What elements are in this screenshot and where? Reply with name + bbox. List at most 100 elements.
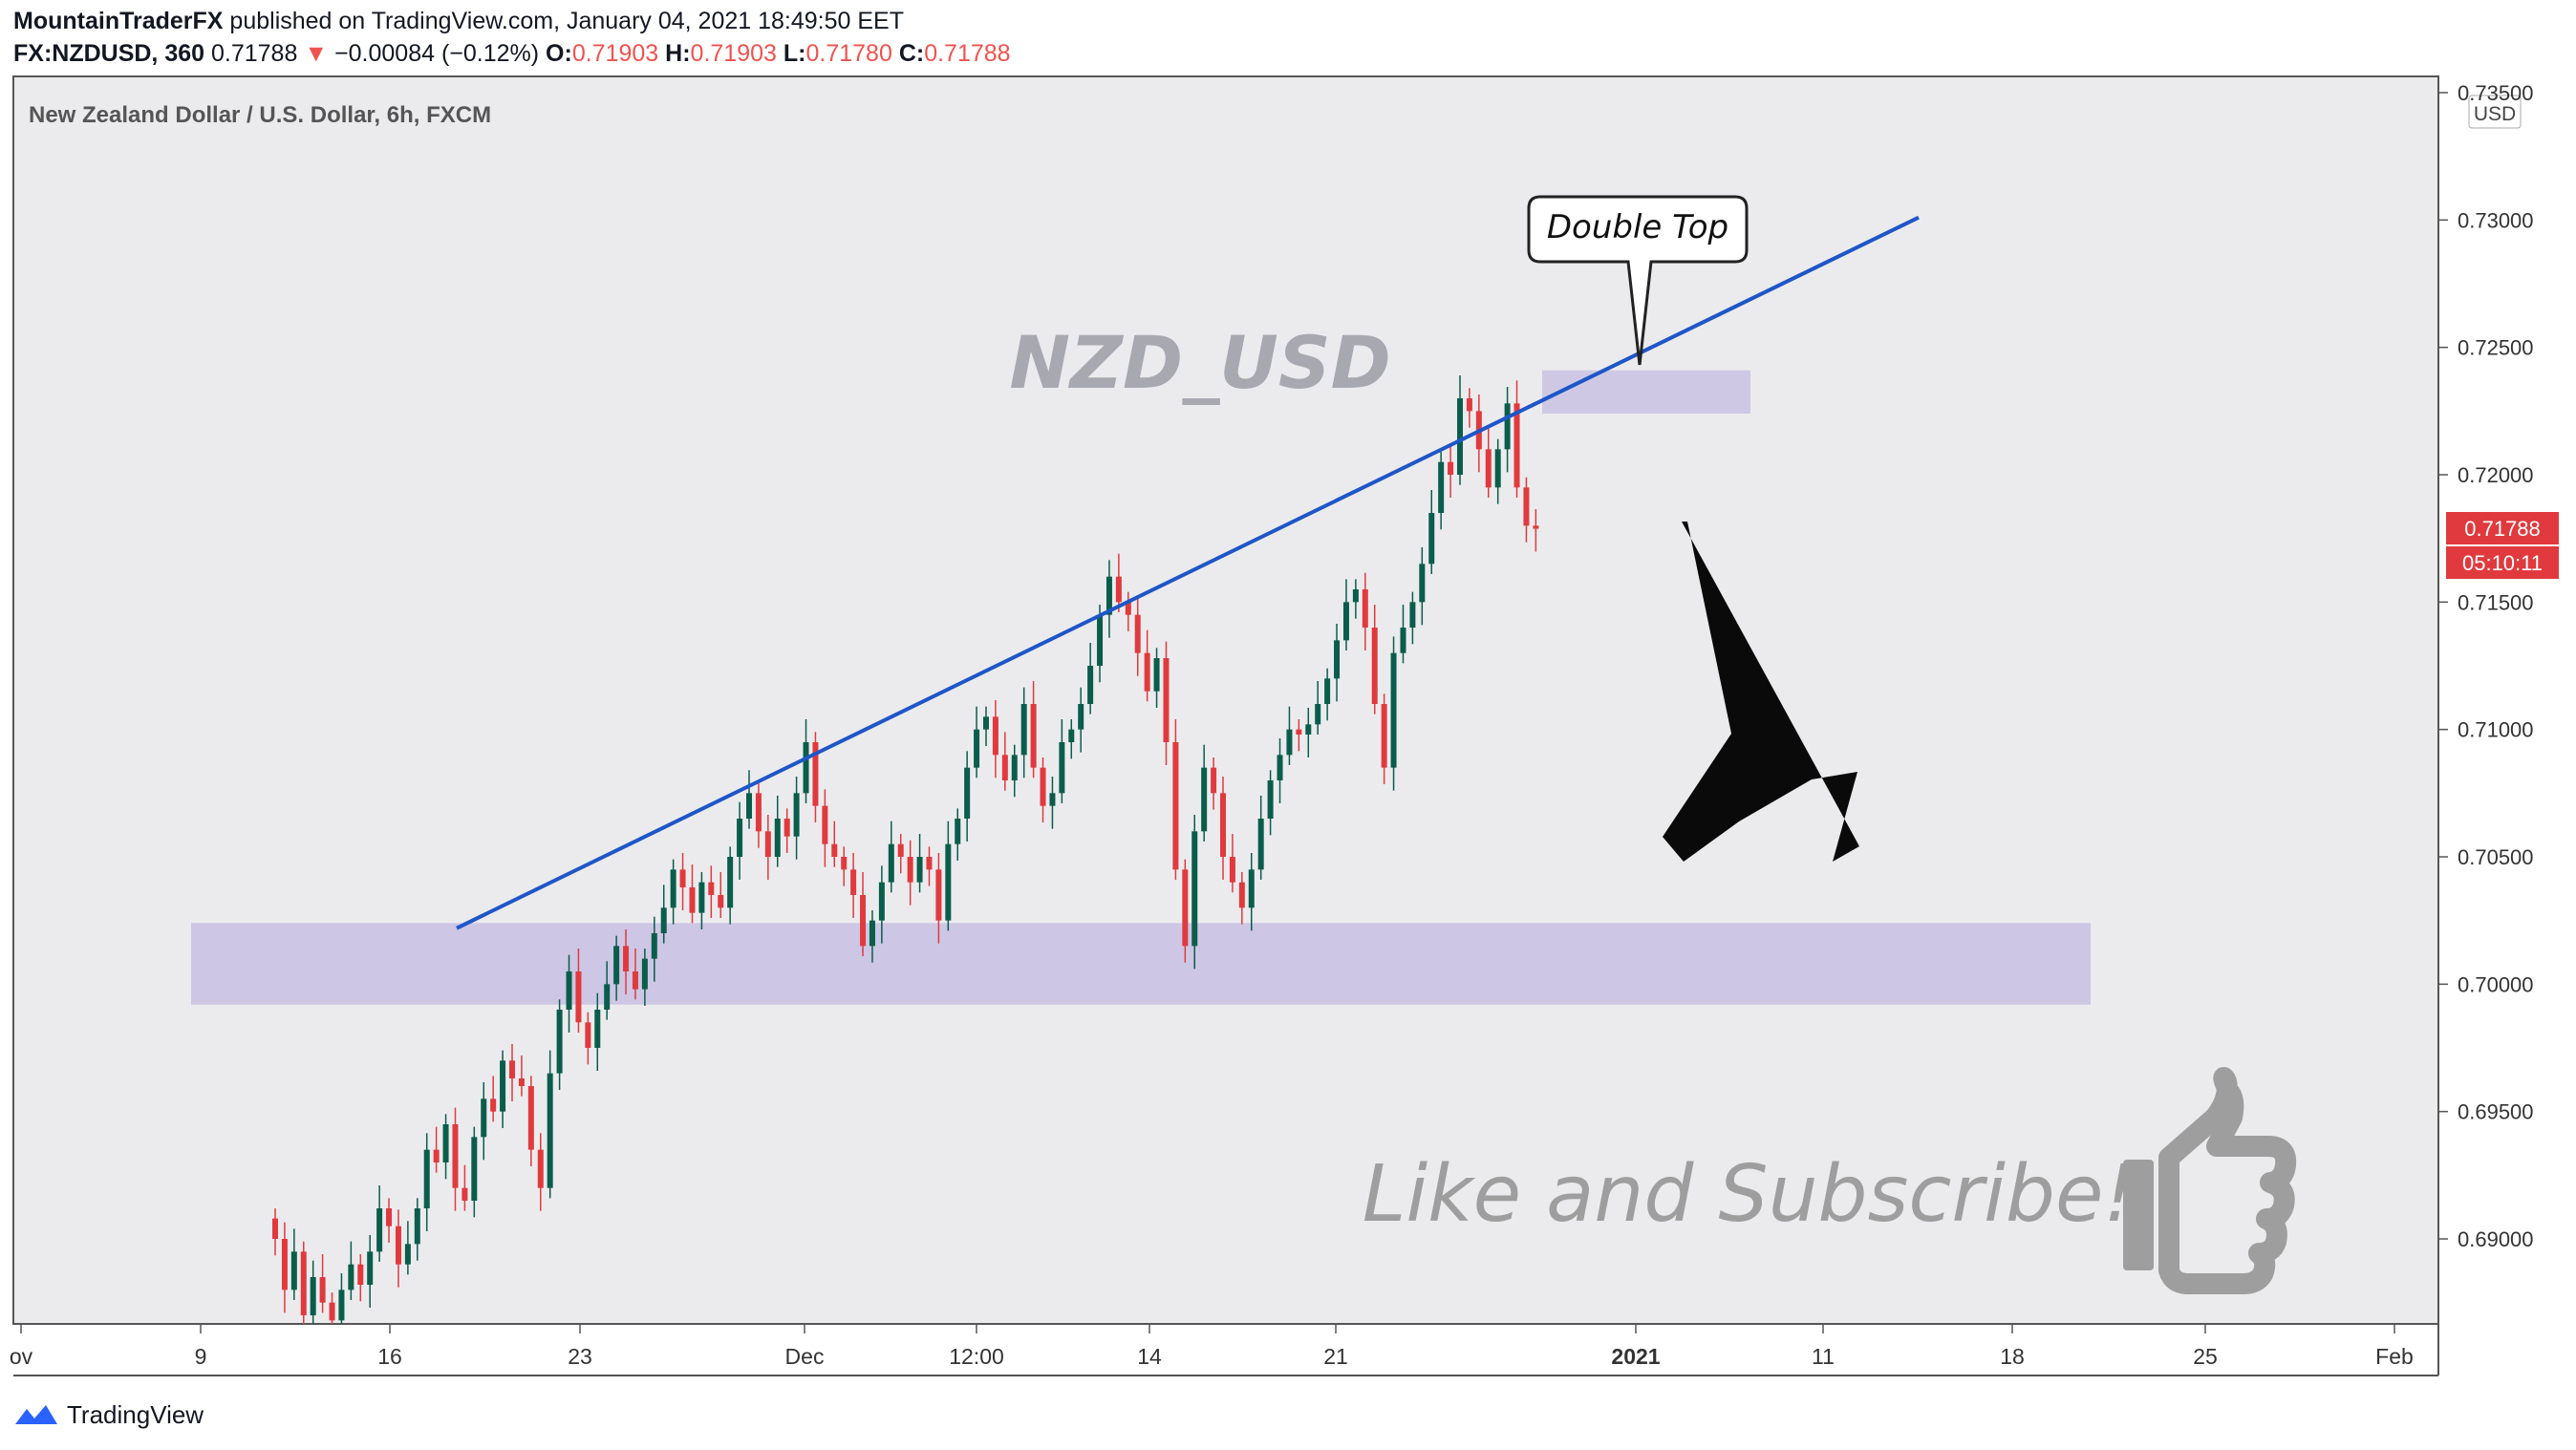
candle-body — [471, 1137, 478, 1201]
candle-body — [718, 895, 724, 908]
candle-body — [1419, 564, 1426, 603]
candle-body — [679, 869, 686, 887]
candle — [926, 846, 933, 886]
candle — [983, 706, 989, 746]
candle — [822, 789, 828, 867]
candle — [281, 1222, 288, 1313]
price-tick-label: 0.72500 — [2458, 336, 2534, 360]
candle — [1257, 796, 1264, 880]
candle — [338, 1273, 345, 1324]
candle-body — [1201, 767, 1208, 832]
candle — [869, 910, 875, 963]
support-zone[interactable] — [191, 923, 2091, 1005]
candle — [1438, 452, 1445, 530]
candle — [1220, 777, 1226, 880]
candle-body — [1448, 461, 1454, 475]
candle-body — [547, 1073, 553, 1188]
candle — [1201, 744, 1208, 842]
candle-body — [641, 958, 648, 990]
candle-body — [1466, 398, 1472, 412]
candle — [755, 782, 762, 848]
candle-body — [281, 1239, 288, 1290]
candle — [471, 1126, 478, 1218]
candle-body — [1097, 614, 1104, 666]
candle-body — [1457, 398, 1463, 475]
candle-body — [1342, 602, 1349, 641]
candle — [784, 808, 790, 853]
candle-body — [793, 793, 800, 837]
candle — [1020, 687, 1027, 778]
candle — [1352, 579, 1359, 619]
candle-body — [916, 857, 923, 883]
candle-body — [1211, 767, 1217, 794]
candle-body — [1494, 449, 1501, 488]
last-price-tag: 0.71788 — [2446, 512, 2559, 544]
price-tick-label: 0.69500 — [2458, 1100, 2534, 1124]
candle-body — [764, 831, 771, 857]
footer-brand[interactable]: TradingView — [13, 1400, 204, 1430]
candle-body — [737, 819, 743, 857]
candle-body — [935, 869, 942, 921]
candle — [1087, 643, 1094, 714]
candle — [935, 853, 942, 944]
candle-body — [1163, 658, 1170, 742]
currency-box — [2468, 95, 2522, 129]
candle — [860, 872, 867, 956]
candle — [1144, 629, 1150, 702]
candle-body — [784, 819, 790, 837]
candle-body — [1068, 729, 1075, 742]
time-tick-label: 21 — [1323, 1344, 1348, 1369]
candle — [850, 853, 857, 918]
candle — [1342, 579, 1349, 650]
price-axis[interactable]: 0.73500 0.73000 0.72500 0.72000 0.71500 0.710… — [2438, 81, 2534, 1251]
candle — [1049, 777, 1056, 829]
zones — [191, 370, 2091, 1005]
thumbs-up-icon[interactable] — [2123, 1067, 2297, 1294]
author-name[interactable]: MountainTraderFX — [13, 8, 224, 34]
candle-body — [1523, 487, 1530, 526]
candle — [490, 1076, 497, 1122]
candle — [907, 840, 913, 906]
candle — [509, 1044, 515, 1101]
candle — [689, 864, 696, 924]
low-value: 0.71780 — [805, 40, 892, 67]
candle — [1211, 757, 1217, 810]
candle — [964, 751, 971, 842]
candle-body — [414, 1208, 420, 1245]
candle-body — [1030, 704, 1037, 768]
candle-body — [1001, 755, 1008, 780]
candle — [575, 949, 582, 1033]
candle-body — [1144, 652, 1150, 692]
candle-body — [442, 1124, 449, 1162]
candle-body — [1267, 780, 1274, 819]
time-tick-label: Dec — [785, 1344, 825, 1369]
candle-body — [1362, 589, 1368, 628]
resistance-zone[interactable] — [1542, 370, 1750, 414]
candle-body — [1220, 793, 1226, 857]
candle-body — [604, 984, 611, 1010]
candle-body — [1371, 628, 1378, 704]
candle-body — [926, 857, 933, 870]
trendline[interactable] — [456, 215, 1920, 930]
candle — [774, 796, 781, 867]
candle-body — [1153, 658, 1160, 692]
candle-body — [878, 882, 885, 921]
candle-body — [527, 1086, 534, 1150]
time-tick-label: Feb — [2375, 1344, 2414, 1369]
candle — [1040, 757, 1046, 822]
candle-body — [585, 1022, 591, 1048]
candle — [945, 821, 952, 931]
candle — [1248, 853, 1255, 931]
candle — [812, 732, 819, 822]
candle — [727, 846, 734, 925]
time-axis[interactable]: ov 9 16 23 Dec 12:00 14 21 2021 11 18 25 Feb — [10, 1324, 2414, 1369]
callout-double-top[interactable]: Double Top — [1527, 195, 1749, 366]
candle — [1182, 859, 1189, 963]
candle-body — [1409, 602, 1416, 628]
candle — [423, 1133, 430, 1231]
candle-body — [822, 805, 828, 844]
candle-body — [1182, 869, 1189, 947]
candle — [594, 992, 601, 1071]
candle — [547, 1050, 553, 1199]
